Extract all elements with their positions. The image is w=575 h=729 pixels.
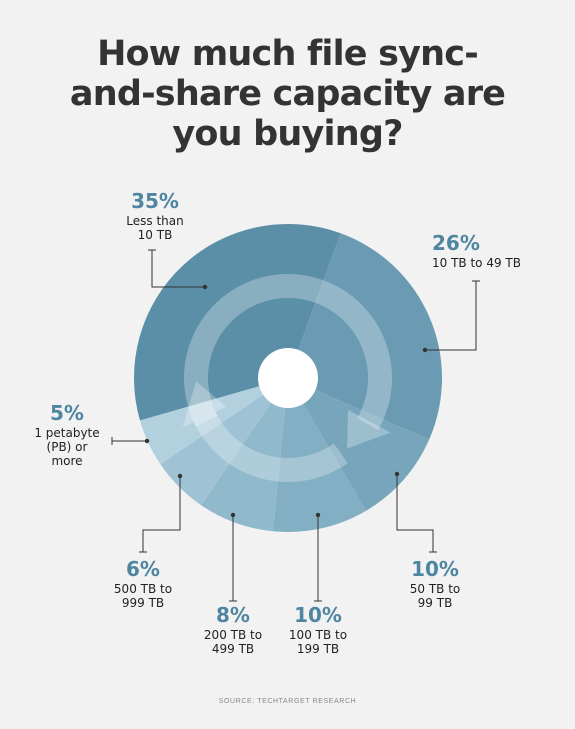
slice-percent: 26% [432, 231, 480, 255]
arrow-head-right [347, 409, 391, 449]
leader-dot [230, 512, 236, 518]
source-note: SOURCE: TECHTARGET RESEARCH [218, 698, 357, 705]
title-line-2: and-share capacity are [69, 74, 506, 114]
arrow-arc-upper [184, 274, 393, 430]
leader-dot [177, 473, 183, 479]
slice-label-50tb-to-99tb: 10% 50 TB to 99 TB [402, 558, 468, 610]
leader-line [142, 476, 181, 552]
leader-line [396, 474, 434, 552]
leader-dot [394, 471, 400, 477]
slice-percent: 10% [411, 557, 459, 581]
pie-slices [134, 223, 443, 532]
leader-line [425, 281, 477, 351]
title-line-1: How much file sync- [97, 34, 479, 74]
slice-category: 50 TB to 99 TB [409, 582, 461, 610]
slice-label-10tb-to-49tb: 26% 10 TB to 49 TB [432, 232, 552, 270]
slice-label-200tb-to-499tb: 8% 200 TB to 499 TB [197, 604, 269, 656]
leader-dot [202, 284, 208, 290]
pie-slice [288, 233, 443, 440]
pie-slice [272, 378, 366, 532]
slice-category: Less than 10 TB [126, 214, 184, 242]
slice-percent: 10% [294, 603, 342, 627]
leader-lines [111, 249, 480, 602]
leader-line [151, 250, 205, 288]
slice-label-1pb-or-more: 5% 1 petabyte (PB) or more [30, 402, 104, 468]
pie-slice [139, 378, 288, 465]
slice-category: 500 TB to 999 TB [113, 582, 173, 610]
slice-category: 1 petabyte (PB) or more [34, 426, 100, 468]
leader-dot [422, 347, 428, 353]
arrow-head-left [182, 381, 227, 428]
slice-percent: 8% [216, 603, 250, 627]
slice-percent: 6% [126, 557, 160, 581]
pie-center-hole [258, 348, 318, 408]
pie-slice [160, 378, 288, 506]
slice-category: 100 TB to 199 TB [288, 628, 348, 656]
leader-dot [315, 512, 321, 518]
slice-percent: 5% [50, 401, 84, 425]
leader-dot [144, 438, 150, 444]
slice-category: 200 TB to 499 TB [203, 628, 263, 656]
cycle-arrow-icon [182, 274, 393, 482]
slice-category: 10 TB to 49 TB [432, 256, 521, 270]
pie-slice [288, 378, 430, 511]
slice-percent: 35% [131, 189, 179, 213]
pie-slice [200, 378, 288, 532]
slice-label-500tb-to-999tb: 6% 500 TB to 999 TB [108, 558, 178, 610]
slice-label-less-than-10tb: 35% Less than 10 TB [120, 190, 190, 242]
title-line-3: you buying? [172, 114, 403, 154]
arrow-arc-lower [193, 411, 348, 482]
page-title: How much file sync- and-share capacity a… [0, 34, 575, 154]
slice-label-100tb-to-199tb: 10% 100 TB to 199 TB [282, 604, 354, 656]
